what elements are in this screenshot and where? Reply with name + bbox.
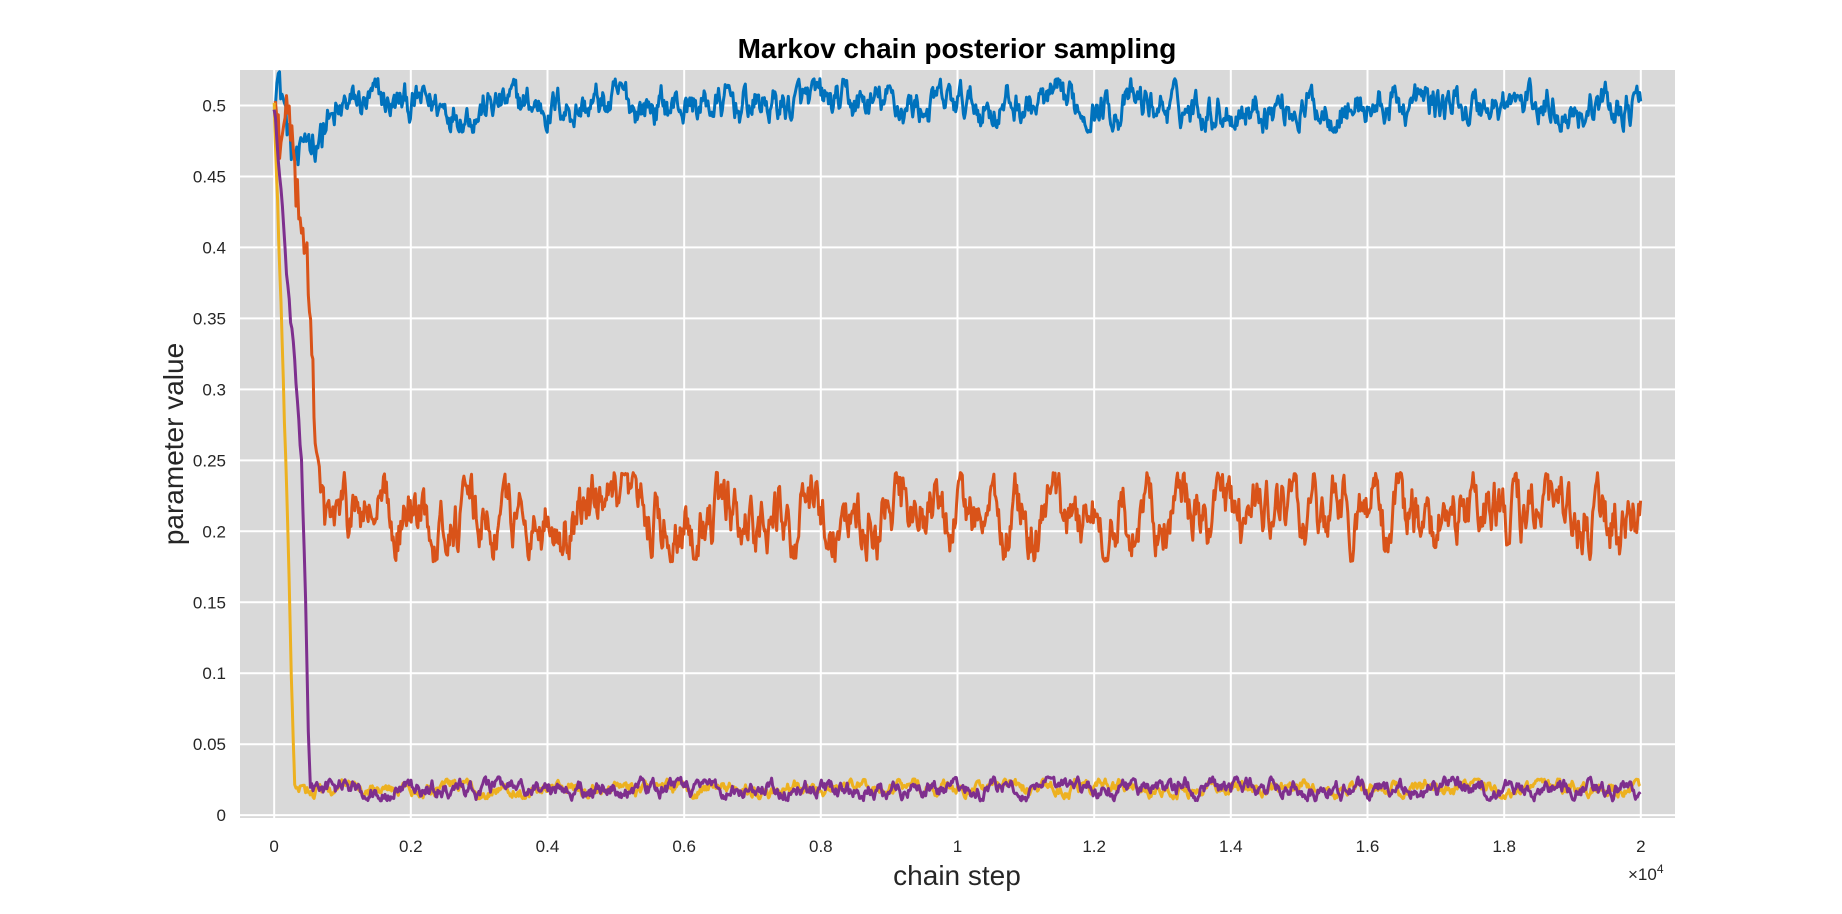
y-tick-label: 0.25 — [193, 451, 226, 470]
x-axis-label: chain step — [893, 860, 1021, 891]
series-line-2 — [273, 94, 1643, 564]
y-tick-label: 0 — [217, 806, 226, 825]
x-tick-label: 1.8 — [1492, 837, 1516, 856]
x-tick-label: 0.6 — [672, 837, 696, 856]
x-tick-label: 0.2 — [399, 837, 423, 856]
x-tick-label: 1 — [953, 837, 962, 856]
x-tick-label: 1.6 — [1356, 837, 1380, 856]
x-tick-label: 2 — [1636, 837, 1645, 856]
y-tick-label: 0.35 — [193, 309, 226, 328]
y-tick-label: 0.1 — [202, 664, 226, 683]
chart-title: Markov chain posterior sampling — [738, 33, 1177, 64]
x-tick-label: 1.4 — [1219, 837, 1243, 856]
x-tick-label: 0.4 — [536, 837, 560, 856]
series-lines — [272, 70, 1643, 803]
series-line-4 — [272, 109, 1642, 803]
x-tick-label: 0.8 — [809, 837, 833, 856]
x-tick-labels: 0 0.2 0.4 0.6 0.8 1 1.2 1.4 1.6 1.8 2 — [269, 837, 1645, 856]
y-tick-label: 0.15 — [193, 593, 226, 612]
y-tick-label: 0.05 — [193, 735, 226, 754]
x-axis-exponent: ×104 — [1628, 862, 1664, 884]
y-tick-label: 0.45 — [193, 167, 226, 186]
y-tick-label: 0.2 — [202, 522, 226, 541]
y-tick-label: 0.4 — [202, 238, 226, 257]
y-axis-label: parameter value — [158, 343, 189, 545]
x-tick-label: 0 — [269, 837, 278, 856]
y-tick-label: 0.5 — [202, 96, 226, 115]
y-tick-labels: 0 0.05 0.1 0.15 0.2 0.25 0.3 0.35 0.4 0.45 0.5 — [193, 96, 226, 825]
series-line-1 — [272, 70, 1643, 167]
x-tick-label: 1.2 — [1082, 837, 1106, 856]
y-tick-label: 0.3 — [202, 380, 226, 399]
